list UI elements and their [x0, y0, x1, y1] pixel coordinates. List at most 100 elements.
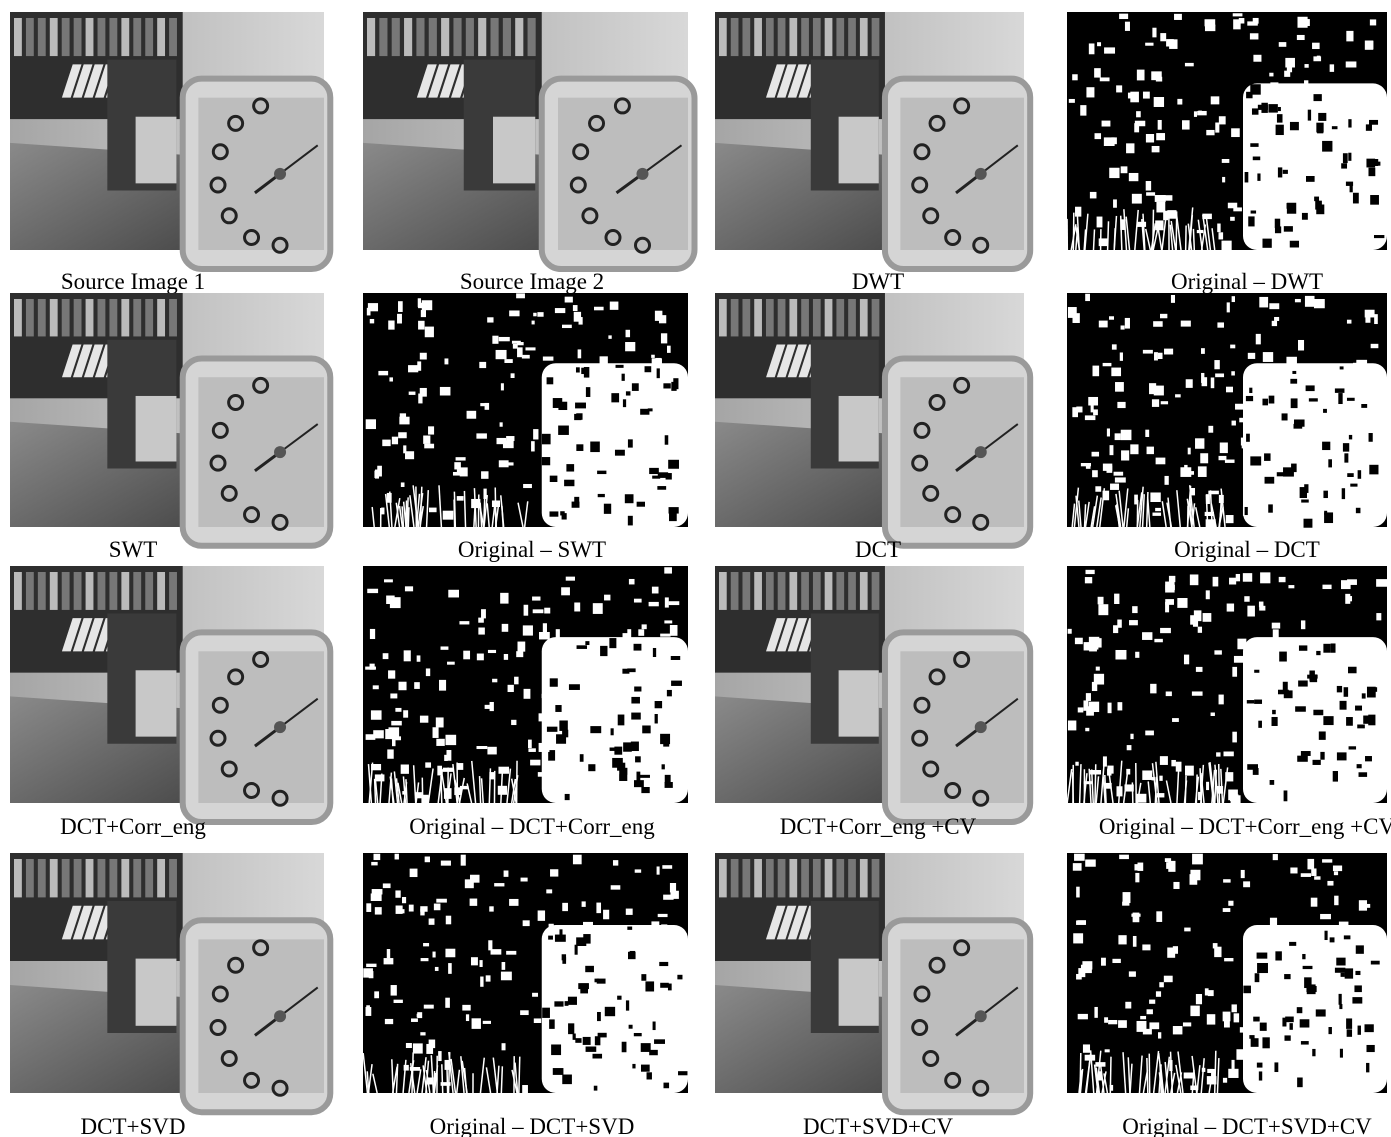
book [813, 859, 821, 897]
book [731, 572, 739, 610]
diff-speck [366, 419, 376, 429]
clock-hub [975, 446, 987, 458]
diff-speck [1331, 643, 1336, 652]
book [50, 299, 58, 336]
diff-speck [478, 628, 484, 635]
card [136, 396, 177, 462]
panel: Original – DCT+Corr_eng [363, 566, 688, 839]
diff-speck [1371, 344, 1379, 348]
diff-speck [424, 444, 434, 449]
diff-speck [1155, 508, 1161, 511]
diff-speck [1246, 434, 1250, 442]
diff-speck [432, 952, 435, 958]
diff-speck [576, 367, 580, 372]
book [50, 859, 58, 897]
panel: Original – DCT+SVD+CV [1067, 853, 1387, 1137]
diff-speck [1299, 645, 1307, 650]
book [872, 18, 880, 56]
diff-speck [1068, 629, 1072, 634]
diff-speck [433, 727, 439, 738]
diff-speck [1130, 734, 1133, 739]
diff-speck [1227, 302, 1230, 312]
book [778, 18, 786, 56]
diff-speck [1164, 349, 1173, 355]
diff-speck [368, 303, 378, 311]
book [766, 859, 774, 897]
diff-speck [1203, 613, 1212, 622]
diff-speck [1268, 504, 1273, 512]
diff-speck [579, 317, 583, 325]
diff-speck [395, 708, 401, 712]
diff-speck [665, 597, 669, 607]
diff-speck [669, 601, 680, 605]
diff-speck [383, 883, 391, 888]
diff-speck [1112, 959, 1120, 963]
diff-speck [461, 855, 466, 866]
diff-speck [1257, 1063, 1263, 1068]
diff-speck [649, 602, 659, 606]
diff-speck [1232, 1004, 1237, 1012]
diff-speck [645, 366, 652, 372]
book [109, 18, 117, 56]
caption: Source Image 2 [460, 269, 604, 294]
diff-speck [1250, 456, 1261, 465]
diff-speck [1333, 771, 1338, 782]
diff-speck [366, 903, 371, 912]
diff-speck [1311, 868, 1316, 876]
diff-speck [641, 1065, 650, 1072]
book [528, 18, 536, 56]
diff-speck [1132, 606, 1137, 613]
diff-speck [1099, 321, 1108, 328]
diff-speck [573, 855, 582, 865]
diff-speck [1219, 695, 1224, 705]
diff-speck [1107, 766, 1113, 774]
diff-speck [1359, 772, 1368, 777]
diff-speck [501, 972, 512, 981]
diff-speck [1341, 973, 1345, 977]
diff-speck [616, 365, 624, 368]
book [766, 299, 774, 336]
diff-speck [1092, 682, 1097, 691]
diff-speck [1126, 143, 1134, 153]
diff-speck [611, 393, 619, 402]
book [121, 299, 129, 336]
diff-speck [1283, 467, 1294, 476]
diff-speck [363, 968, 373, 977]
diff-speck [660, 734, 670, 744]
diff-speck [565, 1001, 569, 1006]
book [872, 299, 880, 336]
page: Source Image 1Source Image 2DWTOriginal … [0, 0, 1391, 1137]
diff-speck [533, 313, 536, 317]
diff-speck [539, 713, 544, 721]
diff-streak [442, 1064, 443, 1093]
diff-speck [1217, 224, 1220, 233]
diff-speck [1165, 582, 1174, 593]
diff-speck [642, 624, 647, 629]
book [836, 299, 844, 336]
book [766, 18, 774, 56]
diff-speck [403, 710, 408, 717]
diff-speck [498, 786, 507, 795]
diff-speck [1258, 721, 1262, 728]
diff-speck [1160, 756, 1168, 765]
diff-speck [1330, 937, 1335, 942]
diff-speck [390, 693, 397, 698]
diff-speck [1215, 123, 1219, 133]
clock-face [900, 939, 1024, 1093]
diff-speck [398, 682, 406, 691]
diff-streak [1093, 229, 1094, 250]
diff-speck [1103, 363, 1112, 366]
card [136, 117, 177, 184]
diff-speck [443, 511, 454, 520]
diff-speck [420, 906, 427, 912]
diff-speck [671, 681, 682, 686]
diff-speck [1343, 443, 1349, 451]
book [416, 18, 424, 56]
diff-speck [1307, 984, 1316, 994]
diff-speck [374, 854, 381, 860]
diff-speck [1228, 790, 1238, 801]
diff-speck [1226, 515, 1234, 523]
diff-speck [1272, 710, 1276, 714]
diff-speck [1352, 997, 1362, 1003]
diff-speck [388, 670, 395, 678]
